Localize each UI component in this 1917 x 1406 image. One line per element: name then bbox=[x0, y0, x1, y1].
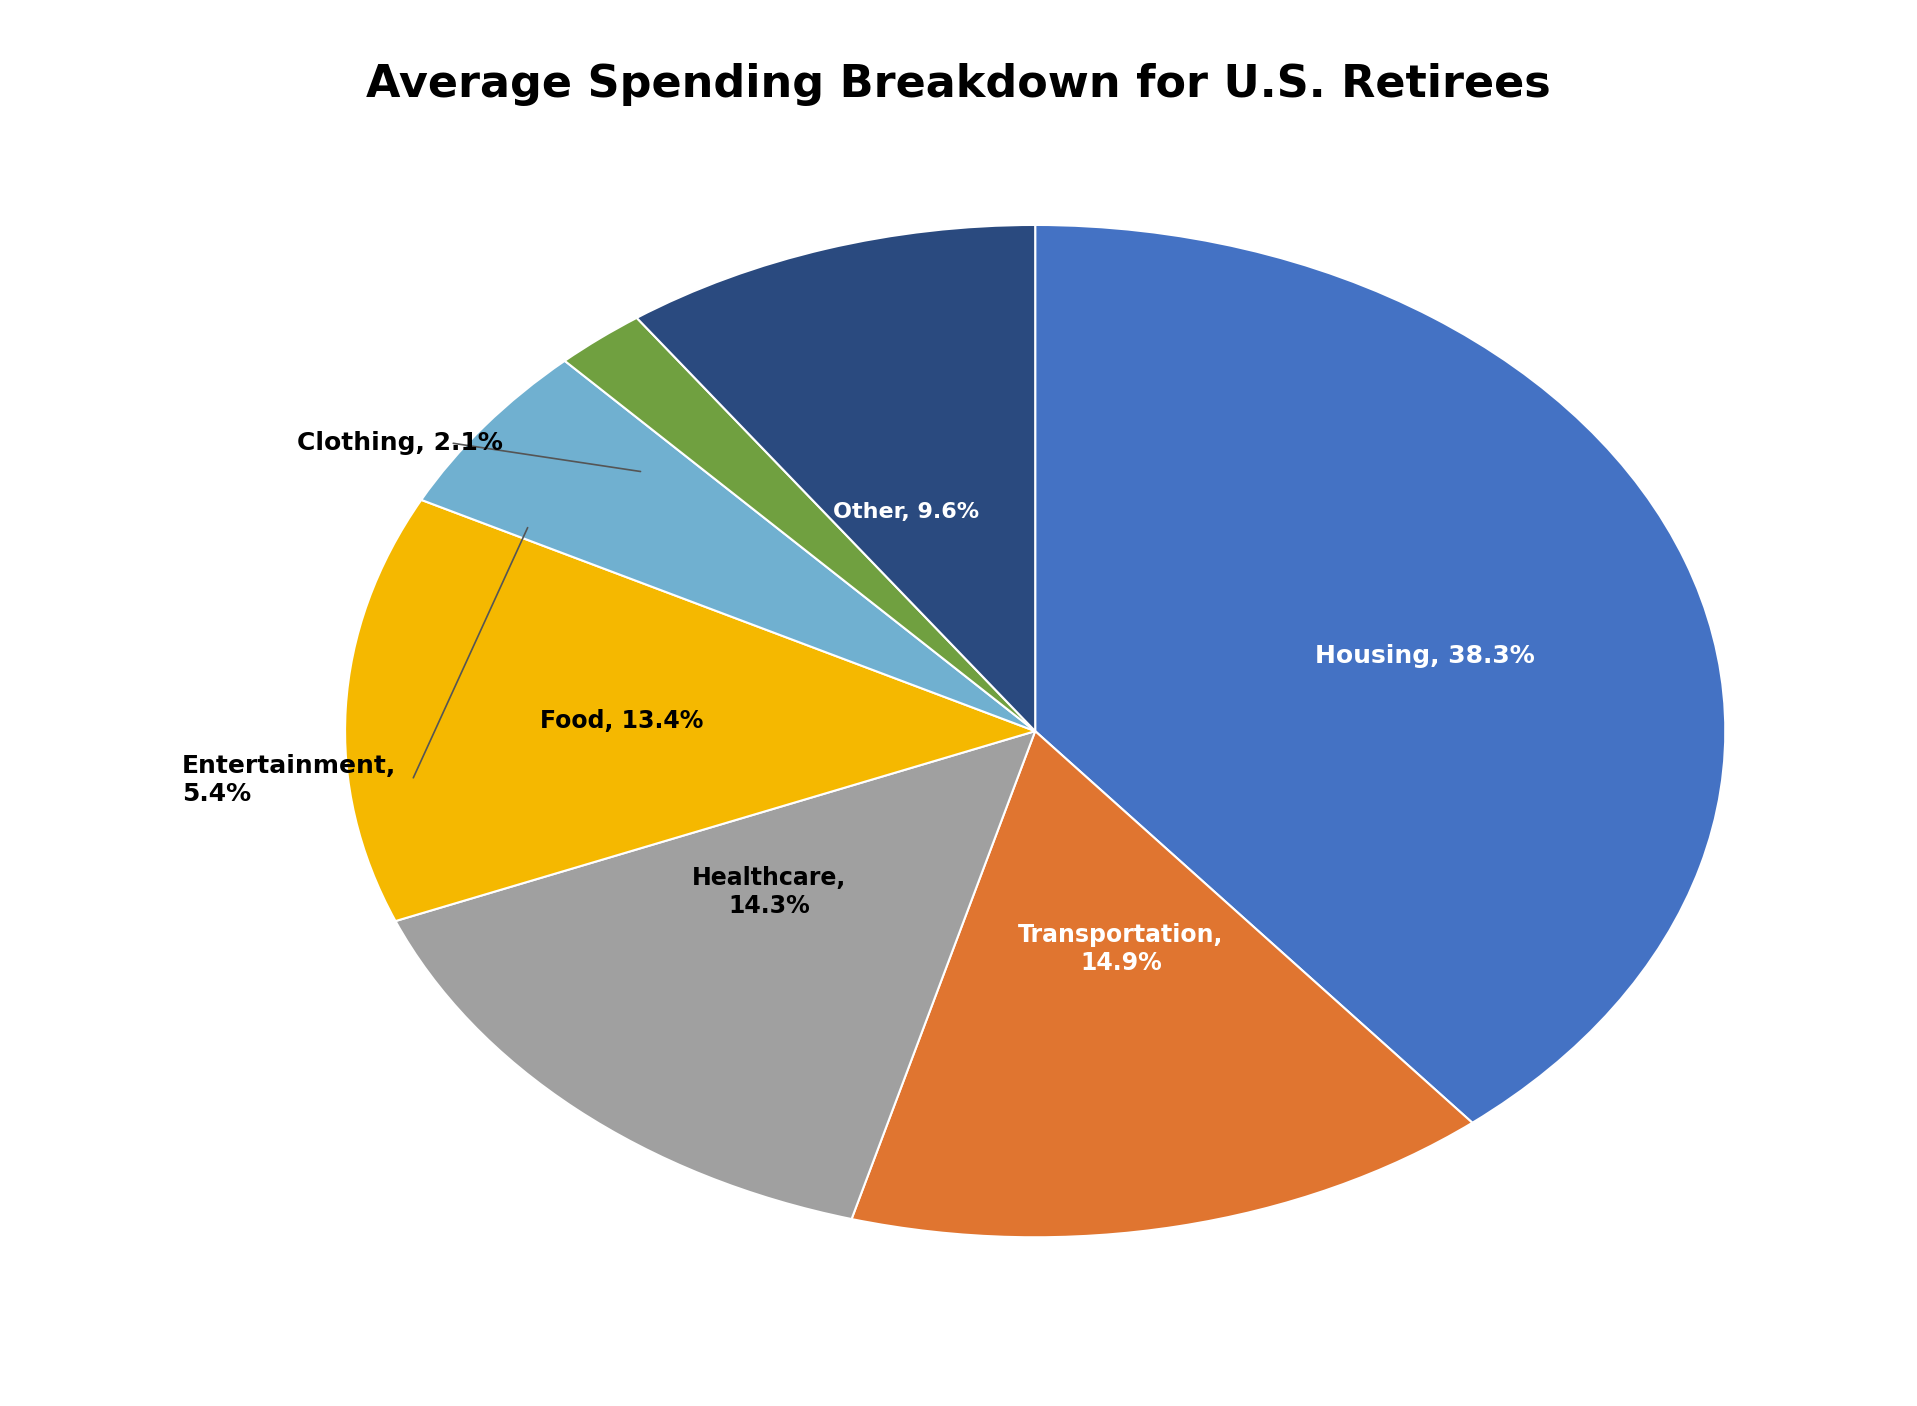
Wedge shape bbox=[851, 731, 1472, 1237]
Text: Housing, 38.3%: Housing, 38.3% bbox=[1315, 644, 1536, 668]
Wedge shape bbox=[422, 361, 1035, 731]
Wedge shape bbox=[345, 501, 1035, 921]
Wedge shape bbox=[1035, 225, 1725, 1123]
Text: Entertainment,
5.4%: Entertainment, 5.4% bbox=[182, 755, 397, 806]
Wedge shape bbox=[395, 731, 1035, 1219]
Text: Clothing, 2.1%: Clothing, 2.1% bbox=[297, 430, 502, 456]
Text: Healthcare,
14.3%: Healthcare, 14.3% bbox=[692, 866, 845, 918]
Wedge shape bbox=[636, 225, 1035, 731]
Wedge shape bbox=[566, 318, 1035, 731]
Text: Transportation,
14.9%: Transportation, 14.9% bbox=[1018, 924, 1223, 974]
Text: Other, 9.6%: Other, 9.6% bbox=[832, 502, 980, 522]
Text: Average Spending Breakdown for U.S. Retirees: Average Spending Breakdown for U.S. Reti… bbox=[366, 63, 1551, 105]
Text: Food, 13.4%: Food, 13.4% bbox=[541, 709, 704, 733]
